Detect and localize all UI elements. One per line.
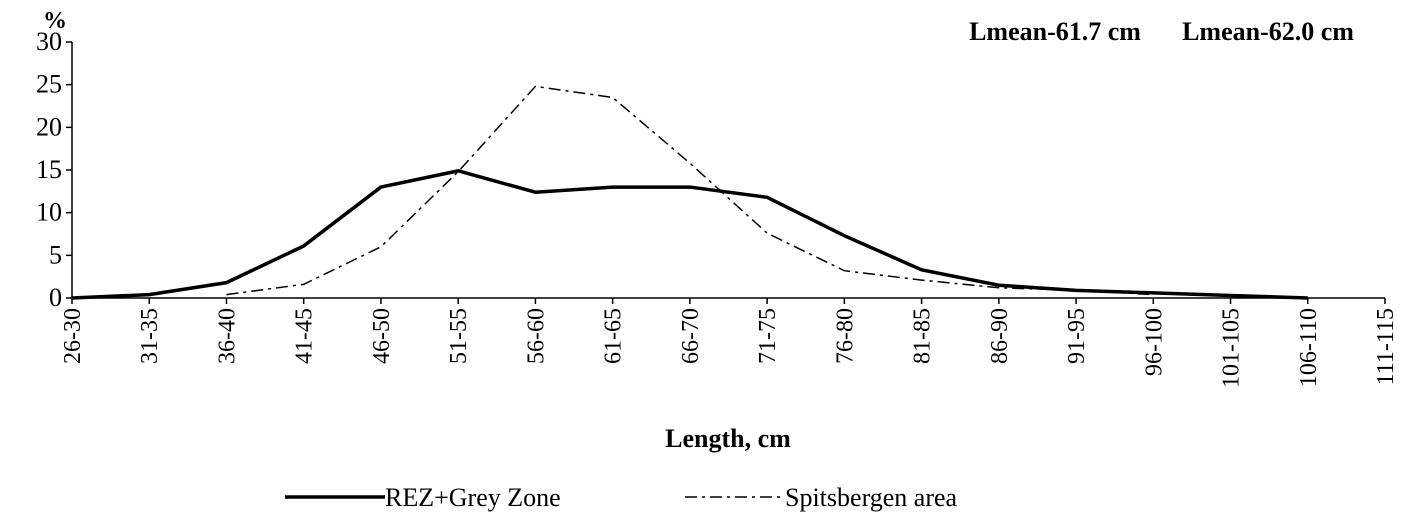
x-axis-label: Length, cm: [665, 424, 791, 453]
x-tick-label: 106-110: [1296, 308, 1322, 387]
x-tick-label: 36-40: [214, 308, 240, 364]
x-tick-label: 71-75: [755, 308, 781, 364]
x-tick-label: 41-45: [292, 308, 318, 364]
x-tick-label: 101-105: [1219, 308, 1245, 388]
legend-label: Spitsbergen area: [785, 483, 958, 512]
y-tick-label: 5: [49, 240, 62, 269]
x-tick-label: 31-35: [137, 308, 163, 364]
annotation: Lmean-62.0 cm: [1182, 17, 1354, 46]
x-tick-label: 61-65: [601, 308, 627, 364]
annotation: Lmean-61.7 cm: [969, 17, 1141, 46]
x-tick-label: 91-95: [1064, 308, 1090, 364]
x-tick-label: 26-30: [60, 308, 86, 364]
x-tick-label: 81-85: [910, 308, 936, 364]
x-tick-label: 51-55: [446, 308, 472, 364]
series-line: [71, 169, 1308, 300]
x-tick-label: 111-115: [1373, 308, 1399, 385]
y-axis-label: %: [43, 8, 67, 34]
legend-label: REZ+Grey Zone: [385, 483, 561, 512]
y-tick-label: 30: [36, 27, 62, 56]
y-tick-label: 0: [49, 283, 62, 312]
series-line: [226, 85, 1154, 296]
y-tick-label: 15: [36, 155, 62, 184]
x-tick-label: 86-90: [987, 308, 1013, 364]
x-tick-label: 66-70: [678, 308, 704, 364]
y-tick-label: 10: [36, 198, 62, 227]
x-tick-label: 56-60: [523, 308, 549, 364]
x-tick-label: 46-50: [369, 308, 395, 364]
x-tick-label: 76-80: [832, 308, 858, 364]
x-tick-label: 96-100: [1141, 308, 1167, 376]
y-tick-label: 20: [36, 112, 62, 141]
y-tick-label: 25: [36, 70, 62, 99]
